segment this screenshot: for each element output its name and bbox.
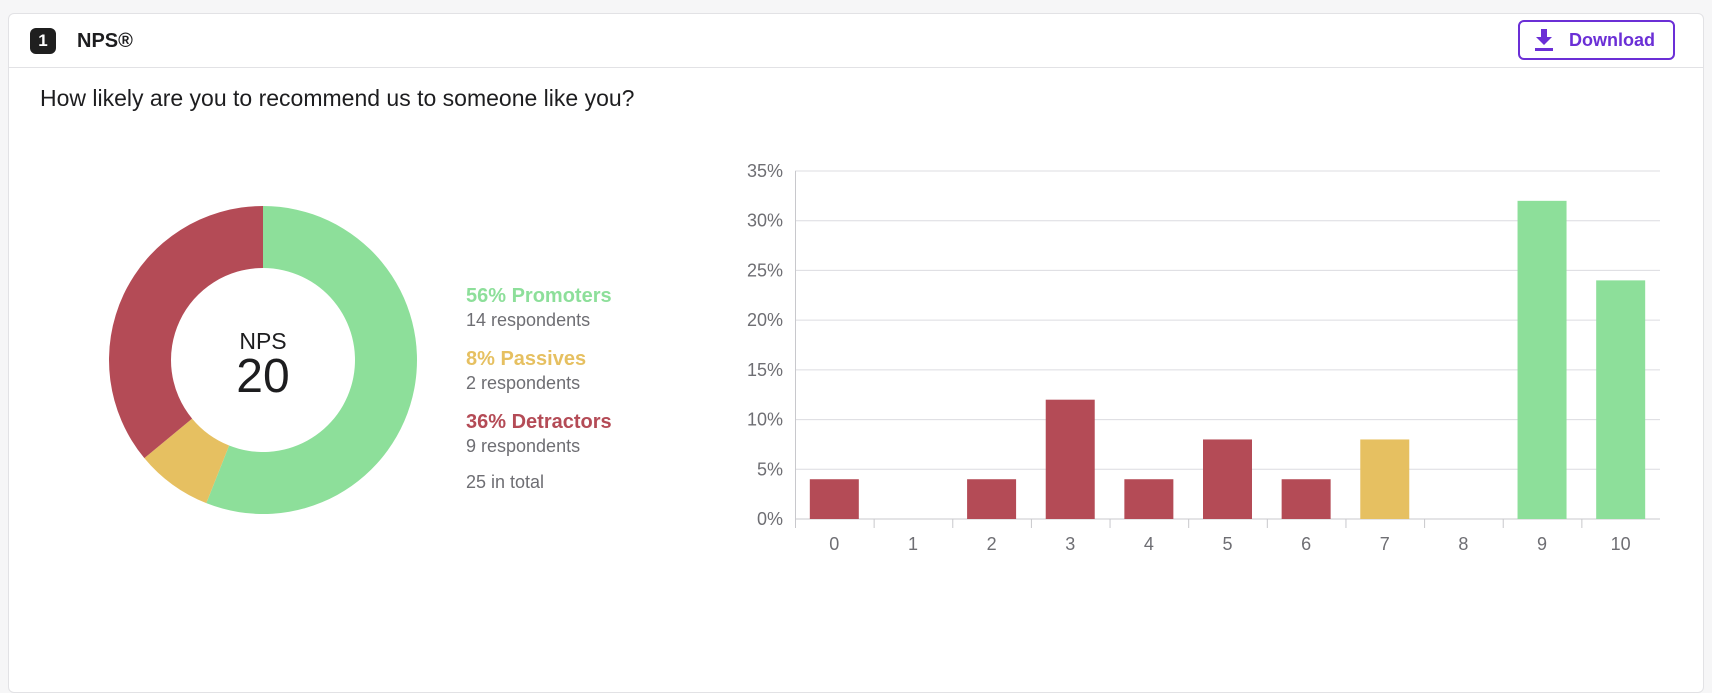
score-distribution-bar-chart: 0% 5% 10% 15% 20% 25% 30% 35% 0 1 2 3 4 5 6 7 8 9 10 bbox=[747, 161, 1660, 554]
y-tick-label: 0% bbox=[757, 509, 783, 529]
donut-slice-passives bbox=[144, 418, 230, 504]
bar-score-2 bbox=[967, 479, 1017, 519]
promoters-respondents: 14 respondents bbox=[466, 310, 591, 330]
passives-label: 8% Passives bbox=[466, 348, 587, 370]
detractors-respondents: 9 respondents bbox=[466, 436, 581, 456]
x-tick-label: 1 bbox=[908, 534, 918, 554]
bar-score-3 bbox=[1045, 399, 1095, 519]
bar-score-9 bbox=[1517, 200, 1567, 520]
y-tick-label: 35% bbox=[747, 161, 783, 181]
question-number-badge: 1 bbox=[30, 28, 56, 54]
question-type-title: NPS® bbox=[77, 30, 133, 52]
legend-promoters: 56% Promoters 14 respondents bbox=[466, 284, 612, 347]
x-tick-label: 2 bbox=[987, 534, 997, 554]
passives-respondents: 2 respondents bbox=[466, 373, 581, 393]
download-button[interactable]: Download bbox=[1518, 20, 1675, 60]
x-tick-label: 5 bbox=[1222, 534, 1232, 554]
card-header: 1 NPS® Download bbox=[9, 14, 1703, 68]
donut-slice-promoters bbox=[206, 206, 417, 514]
x-tick-label: 6 bbox=[1301, 534, 1311, 554]
x-tick-label: 4 bbox=[1144, 534, 1154, 554]
x-tick-label: 9 bbox=[1537, 534, 1547, 554]
bar-score-10 bbox=[1596, 280, 1646, 519]
nps-score: 20 bbox=[236, 350, 289, 403]
y-tick-label: 15% bbox=[747, 360, 783, 380]
download-icon bbox=[1535, 29, 1553, 51]
y-tick-label: 20% bbox=[747, 310, 783, 330]
bar-score-4 bbox=[1124, 479, 1174, 519]
y-tick-label: 5% bbox=[757, 459, 783, 479]
bar-score-7 bbox=[1360, 439, 1410, 519]
bar-score-6 bbox=[1281, 479, 1331, 519]
nps-legend: 56% Promoters 14 respondents 8% Passives… bbox=[466, 284, 612, 494]
x-tick-label: 10 bbox=[1611, 534, 1631, 554]
x-tick-label: 3 bbox=[1065, 534, 1075, 554]
y-tick-label: 30% bbox=[747, 211, 783, 231]
x-tick-label: 0 bbox=[829, 534, 839, 554]
nps-question-card: 1 NPS® Download bbox=[8, 13, 1704, 693]
donut-center-label: NPS bbox=[239, 328, 286, 354]
x-tick-label: 7 bbox=[1380, 534, 1390, 554]
x-tick-label: 8 bbox=[1458, 534, 1468, 554]
promoters-label: 56% Promoters bbox=[466, 285, 612, 307]
download-label: Download bbox=[1569, 30, 1655, 50]
legend-passives: 8% Passives 2 respondents bbox=[466, 347, 612, 410]
bar-score-0 bbox=[809, 479, 859, 519]
detractors-label: 36% Detractors bbox=[466, 411, 612, 433]
y-tick-label: 10% bbox=[747, 410, 783, 430]
bar-score-5 bbox=[1203, 439, 1252, 519]
legend-detractors: 36% Detractors 9 respondents bbox=[466, 410, 612, 471]
y-tick-label: 25% bbox=[747, 260, 783, 280]
question-text: How likely are you to recommend us to so… bbox=[40, 85, 635, 111]
nps-donut-chart: NPS 20 bbox=[108, 206, 417, 514]
donut-slice-detractors bbox=[108, 206, 263, 459]
total-respondents: 25 in total bbox=[466, 472, 545, 492]
